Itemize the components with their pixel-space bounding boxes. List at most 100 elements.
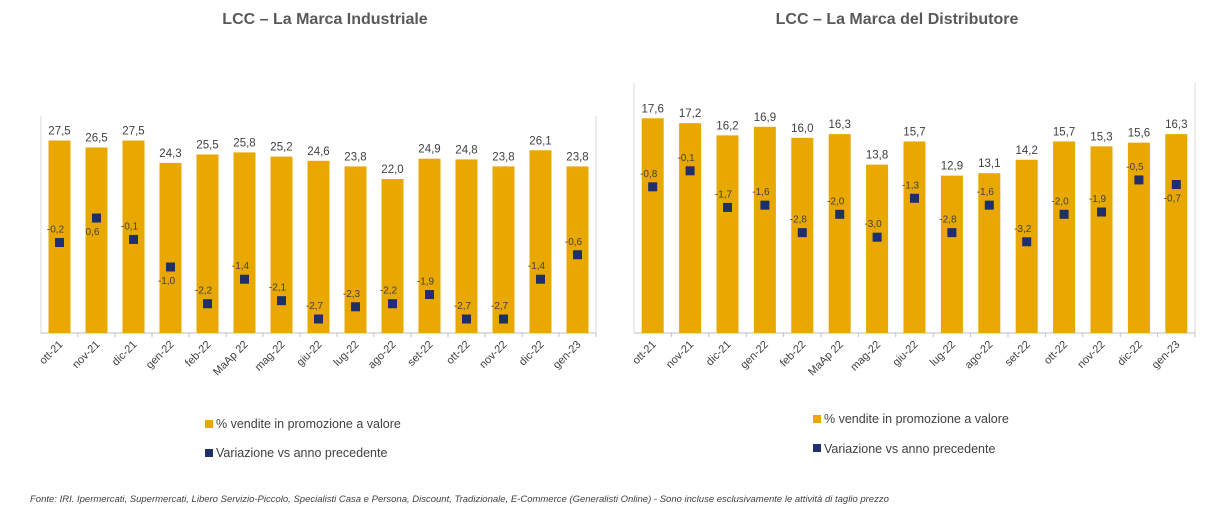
- variation-value-label: -1,6: [752, 187, 770, 198]
- bar: [48, 140, 71, 333]
- variation-marker: [648, 182, 658, 192]
- variation-marker: [55, 238, 64, 248]
- bars-group: 17,6 17,2 16,2 16,9 16,0 16,3 13,8 15,7 12,9 13,1…: [641, 103, 1187, 333]
- x-tick-label: ago-22: [963, 339, 996, 372]
- bar: [492, 166, 515, 333]
- variation-marker: [797, 228, 807, 238]
- variation-value-label: -1,9: [417, 277, 435, 288]
- bar-value-label: 16,9: [754, 112, 776, 124]
- bar-value-label: 15,3: [1090, 131, 1112, 143]
- bar-value-label: 16,0: [791, 123, 813, 135]
- x-tick-label: ott-22: [1042, 339, 1070, 367]
- variation-marker: [835, 209, 845, 219]
- x-tick-label: set-22: [1003, 339, 1033, 369]
- legend-marker-label: Variazione vs anno precedente: [216, 446, 387, 460]
- variation-marker: [1022, 237, 1032, 247]
- variation-value-label: -3,0: [864, 219, 882, 230]
- variation-marker: [240, 274, 249, 284]
- bar-value-label: 25,8: [233, 137, 255, 149]
- variation-value-label: -2,1: [269, 283, 287, 294]
- source-footnote: Fonte: IRI. Ipermercati, Supermercati, L…: [30, 494, 889, 505]
- variation-marker: [425, 290, 434, 300]
- bar-value-label: 26,5: [85, 133, 107, 145]
- bar-value-label: 15,7: [1053, 126, 1075, 138]
- variation-value-label: -2,0: [1051, 196, 1069, 207]
- variation-value-label: -1,6: [977, 187, 995, 198]
- x-tick-label: dic-22: [517, 339, 547, 369]
- bar: [828, 134, 851, 333]
- bar: [418, 158, 441, 333]
- variation-value-label: -1,9: [1089, 194, 1107, 205]
- bar: [903, 141, 926, 333]
- variation-marker: [760, 200, 770, 210]
- markers-group: -0,8 -0,1 -1,7 -1,6 -2,8 -2,0 -3,0 -1,3 -2,8 -1,6…: [640, 153, 1181, 247]
- variation-marker: [499, 314, 508, 324]
- bar: [233, 152, 256, 333]
- variation-value-label: -3,2: [1014, 224, 1032, 235]
- variation-value-label: -0,1: [677, 153, 695, 164]
- bar: [455, 159, 478, 333]
- variation-marker: [314, 314, 323, 324]
- x-tick-label: nov-22: [1075, 339, 1107, 371]
- bar: [270, 156, 293, 333]
- bar-value-label: 17,2: [679, 108, 701, 120]
- bar: [196, 154, 219, 333]
- variation-value-label: -2,7: [306, 301, 324, 312]
- bar-value-label: 25,5: [196, 140, 218, 152]
- variation-marker: [1097, 207, 1106, 217]
- bar: [159, 162, 182, 333]
- variation-marker: [166, 262, 175, 272]
- legend-marker-label: Variazione vs anno precedente: [824, 442, 995, 456]
- bar-value-label: 24,8: [455, 144, 477, 156]
- legend-bar-label: % vendite in promozione a valore: [824, 412, 1009, 426]
- variation-value-label: -2,3: [343, 289, 361, 300]
- bar: [1053, 141, 1076, 333]
- x-tick-label: ott-22: [444, 339, 472, 367]
- variation-marker: [573, 250, 582, 260]
- variation-value-label: -0,1: [121, 221, 139, 232]
- bar: [1127, 142, 1150, 333]
- bar: [679, 123, 702, 333]
- legend-bar-label: % vendite in promozione a valore: [216, 417, 401, 431]
- x-tick-label: dic-22: [1115, 339, 1145, 369]
- variation-value-label: -1,3: [902, 180, 920, 191]
- x-tick-label: giu-22: [891, 339, 921, 369]
- x-tick-label: lug-22: [332, 339, 362, 369]
- variation-marker: [685, 166, 695, 176]
- variation-value-label: -0,6: [565, 237, 583, 248]
- x-tick-label: lug-22: [928, 339, 958, 369]
- variation-value-label: -2,7: [454, 301, 472, 312]
- x-tick-label: ago-22: [366, 339, 399, 372]
- variation-value-label: -2,8: [939, 215, 957, 226]
- variation-marker: [388, 299, 397, 309]
- variation-marker: [1171, 180, 1181, 190]
- bar-value-label: 16,3: [829, 119, 851, 131]
- x-tick-label: nov-21: [70, 339, 102, 371]
- bar: [1090, 146, 1113, 333]
- bar-value-label: 26,1: [529, 135, 551, 147]
- bar-value-label: 24,3: [159, 148, 181, 160]
- bar-value-label: 23,8: [492, 151, 514, 163]
- variation-value-label: -2,0: [827, 196, 845, 207]
- markers-group: -0,2 0,6 -0,1 -1,0 -2,2 -1,4 -2,1 -2,7 -2,3 -2,2 -…: [47, 213, 583, 324]
- bar-value-label: 23,8: [566, 151, 588, 163]
- bar: [85, 147, 108, 333]
- bar-value-label: 15,7: [903, 126, 925, 138]
- variation-marker: [1134, 175, 1144, 185]
- legend-bar-swatch: [813, 415, 821, 423]
- bars-group: 27,5 26,5 27,5 24,3 25,5 25,8 25,2 24,6 23,8 22,0…: [48, 126, 589, 333]
- variation-value-label: -1,0: [158, 276, 176, 287]
- x-tick-label: gen-23: [551, 339, 584, 372]
- bar: [307, 160, 330, 333]
- bar: [940, 175, 963, 333]
- bar: [641, 118, 664, 333]
- variation-marker: [984, 200, 994, 210]
- bar: [344, 166, 367, 333]
- bar-value-label: 23,8: [344, 151, 366, 163]
- legend-bar-swatch: [205, 420, 213, 428]
- variation-marker: [351, 302, 360, 312]
- variation-marker: [947, 228, 957, 238]
- bar-value-label: 12,9: [941, 161, 963, 173]
- bar-value-label: 16,2: [716, 120, 738, 132]
- variation-marker: [910, 193, 919, 203]
